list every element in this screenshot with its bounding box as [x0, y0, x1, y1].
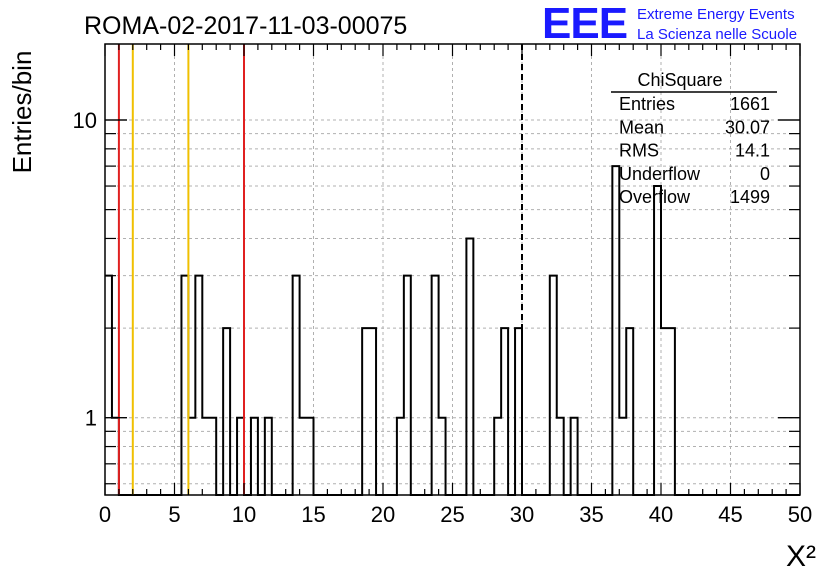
histogram-bin [300, 418, 307, 495]
axes-layer: 0 5 10 15 20 25 30 35 40 45 50 1 10 [73, 43, 812, 527]
x-tick-label: 10 [232, 502, 256, 527]
histogram-bin [362, 328, 369, 495]
x-tick-label: 35 [579, 502, 603, 527]
x-tick-label: 45 [718, 502, 742, 527]
x-tick-label: 20 [371, 502, 395, 527]
histogram-bin [195, 276, 202, 495]
histogram-bin [237, 418, 244, 495]
x-tick-label: 15 [301, 502, 325, 527]
x-tick-label: 30 [510, 502, 534, 527]
histogram-bin [202, 418, 209, 495]
histogram-bin [251, 418, 258, 495]
histogram-bin [515, 328, 522, 495]
logo-letters: EEE [542, 0, 627, 48]
histogram-bin [105, 276, 112, 495]
y-axis-label: Entries/bin [7, 51, 37, 174]
x-tick-label: 0 [99, 502, 111, 527]
logo-line-1: Extreme Energy Events [637, 6, 795, 23]
x-axis-label: X² [786, 540, 816, 572]
histogram-bin [307, 418, 314, 495]
stats-row-label: Entries [619, 94, 675, 114]
histogram-bin [571, 418, 578, 495]
stats-box-name: ChiSquare [637, 70, 722, 90]
histogram-bin [223, 328, 230, 495]
histogram-bin [369, 328, 376, 495]
histogram-bin [188, 418, 195, 495]
histogram-bin [661, 328, 668, 495]
stats-rows: Entries 1661 Mean 30.07 RMS 14.1 Underflow 0 Ove… [619, 94, 770, 207]
threshold-lines-layer [117, 44, 523, 495]
grid-layer [105, 44, 800, 495]
eee-logo: EEE Extreme Energy Events La Scienza nel… [542, 0, 797, 48]
x-tick-label: 25 [440, 502, 464, 527]
x-tick-label: 40 [649, 502, 673, 527]
x-tick-label: 5 [168, 502, 180, 527]
histogram-bin [397, 418, 404, 495]
histogram-bin [557, 418, 564, 495]
histogram-bin [494, 418, 501, 495]
histogram-bin [404, 276, 411, 495]
histogram-bin [501, 328, 508, 495]
histogram-bin [293, 276, 300, 495]
histogram-bin [654, 186, 661, 495]
stats-row-value: 0 [760, 164, 770, 184]
stats-row-value: 30.07 [725, 117, 770, 137]
stats-row-label: Underflow [619, 164, 701, 184]
x-tick-label: 50 [788, 502, 812, 527]
histogram-bin [550, 276, 557, 495]
histogram-bin [668, 328, 675, 495]
stats-row-value: 1499 [730, 187, 770, 207]
histogram-bin [432, 276, 439, 495]
histogram-bin [181, 276, 188, 495]
histogram-bin [265, 418, 272, 495]
stats-row-label: RMS [619, 141, 659, 161]
logo-line-2: La Scienza nelle Scuole [637, 26, 797, 43]
histogram-bin [612, 166, 619, 495]
chart-title: ROMA-02-2017-11-03-00075 [84, 12, 407, 40]
y-tick-label: 10 [73, 108, 97, 133]
stats-row-value: 1661 [730, 94, 770, 114]
stats-row-label: Overflow [619, 187, 691, 207]
stats-box: ChiSquare Entries 1661 Mean 30.07 RMS 14.1 Und… [611, 70, 777, 207]
histogram-bin [626, 328, 633, 495]
stats-row-label: Mean [619, 117, 664, 137]
histogram-bin [619, 418, 626, 495]
y-tick-label: 1 [85, 406, 97, 431]
histogram-bin [209, 418, 216, 495]
stats-row-value: 14.1 [735, 141, 770, 161]
histogram-bin [439, 418, 446, 495]
histogram-bin [466, 238, 473, 495]
